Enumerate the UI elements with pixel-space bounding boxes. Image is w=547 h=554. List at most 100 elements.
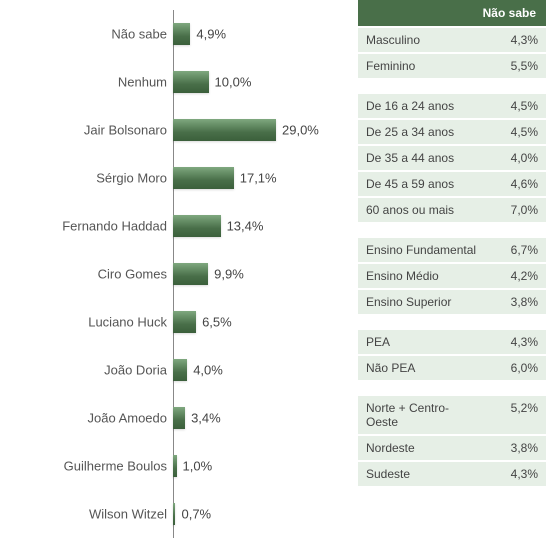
table-row-value: 4,0% [486,146,546,170]
table-row-label: De 16 a 24 anos [358,94,486,118]
table-row-label: Ensino Médio [358,264,486,288]
table-row: Ensino Superior3,8% [358,288,546,314]
chart-row-label: Wilson Witzel [89,507,167,522]
table-row-label: De 45 a 59 anos [358,172,486,196]
table-row-label: Não PEA [358,356,486,380]
chart-row-value: 13,4% [227,219,264,234]
chart-bar [173,263,208,285]
table-row: PEA4,3% [358,328,546,354]
table-row-value: 5,5% [486,54,546,78]
chart-row-value: 3,4% [191,411,221,426]
table-row-label: PEA [358,330,486,354]
chart-row-label: Sérgio Moro [96,171,167,186]
table-row: Sudeste4,3% [358,460,546,486]
table-row-label: Sudeste [358,462,486,486]
table-row-value: 3,8% [486,290,546,314]
chart-row: Fernando Haddad13,4% [173,202,340,250]
chart-row: Ciro Gomes9,9% [173,250,340,298]
table-row: 60 anos ou mais7,0% [358,196,546,222]
table-row: De 35 a 44 anos4,0% [358,144,546,170]
chart-row-label: João Doria [104,363,167,378]
table-row-value: 4,5% [486,120,546,144]
chart-row-label: Jair Bolsonaro [84,123,167,138]
chart-row-label: Não sabe [111,27,167,42]
table-row-value: 6,0% [486,356,546,380]
table-row: Nordeste3,8% [358,434,546,460]
side-tables: Não sabe Masculino4,3%Feminino5,5%De 16 … [358,0,546,500]
chart-row-value: 4,9% [196,27,226,42]
chart-row-value: 9,9% [214,267,244,282]
side-table: PEA4,3%Não PEA6,0% [358,328,546,380]
chart-row-value: 1,0% [183,459,213,474]
table-row-label: Ensino Fundamental [358,238,486,262]
chart-row: Não sabe4,9% [173,10,340,58]
table-row-label: Nordeste [358,436,486,460]
table-row: Masculino4,3% [358,26,546,52]
chart-bar [173,503,175,525]
chart-row-label: Guilherme Boulos [64,459,167,474]
side-table: Ensino Fundamental6,7%Ensino Médio4,2%En… [358,236,546,314]
bar-chart: Não sabe4,9%Nenhum10,0%Jair Bolsonaro29,… [0,10,340,538]
chart-row-value: 0,7% [181,507,211,522]
chart-row-label: Nenhum [118,75,167,90]
chart-bar [173,23,190,45]
chart-row-value: 4,0% [193,363,223,378]
chart-row-value: 29,0% [282,123,319,138]
table-row-label: Ensino Superior [358,290,486,314]
table-row-label: Masculino [358,28,486,52]
chart-row: Nenhum10,0% [173,58,340,106]
chart-bar [173,215,221,237]
chart-row-label: Fernando Haddad [62,219,167,234]
table-row-label: 60 anos ou mais [358,198,486,222]
table-row: Não PEA6,0% [358,354,546,380]
table-row: De 45 a 59 anos4,6% [358,170,546,196]
table-row: Feminino5,5% [358,52,546,78]
side-table: De 16 a 24 anos4,5%De 25 a 34 anos4,5%De… [358,92,546,222]
table-row: Ensino Fundamental6,7% [358,236,546,262]
chart-row: Jair Bolsonaro29,0% [173,106,340,154]
table-row-value: 4,3% [486,28,546,52]
chart-row: Guilherme Boulos1,0% [173,442,340,490]
chart-bar [173,455,177,477]
chart-bar [173,311,196,333]
side-header: Não sabe [358,0,546,26]
chart-row: Sérgio Moro17,1% [173,154,340,202]
table-row: De 16 a 24 anos4,5% [358,92,546,118]
chart-row-value: 6,5% [202,315,232,330]
chart-bar [173,119,276,141]
chart-bar [173,407,185,429]
table-row-value: 3,8% [486,436,546,460]
table-row-value: 4,6% [486,172,546,196]
table-row-label: De 35 a 44 anos [358,146,486,170]
table-row-value: 6,7% [486,238,546,262]
chart-bar [173,71,209,93]
table-row-label: Feminino [358,54,486,78]
table-row: De 25 a 34 anos4,5% [358,118,546,144]
side-groups: Masculino4,3%Feminino5,5%De 16 a 24 anos… [358,26,546,486]
table-row-value: 4,5% [486,94,546,118]
table-row-value: 4,2% [486,264,546,288]
chart-row-value: 10,0% [215,75,252,90]
table-row: Ensino Médio4,2% [358,262,546,288]
table-row-value: 7,0% [486,198,546,222]
table-row-label: Norte + Centro-Oeste [358,396,486,434]
chart-row: Wilson Witzel0,7% [173,490,340,538]
chart-row: Luciano Huck6,5% [173,298,340,346]
table-row-value: 5,2% [486,396,546,434]
chart-row-label: Luciano Huck [88,315,167,330]
chart-bar [173,167,234,189]
chart-row: João Amoedo3,4% [173,394,340,442]
chart-bar [173,359,187,381]
table-row-label: De 25 a 34 anos [358,120,486,144]
chart-row: João Doria4,0% [173,346,340,394]
side-table: Masculino4,3%Feminino5,5% [358,26,546,78]
table-row-value: 4,3% [486,330,546,354]
chart-row-value: 17,1% [240,171,277,186]
side-table: Norte + Centro-Oeste5,2%Nordeste3,8%Sude… [358,394,546,486]
root: Não sabe4,9%Nenhum10,0%Jair Bolsonaro29,… [0,0,547,554]
table-row-value: 4,3% [486,462,546,486]
chart-row-label: Ciro Gomes [98,267,167,282]
chart-rows: Não sabe4,9%Nenhum10,0%Jair Bolsonaro29,… [173,10,340,538]
table-row: Norte + Centro-Oeste5,2% [358,394,546,434]
chart-row-label: João Amoedo [87,411,167,426]
